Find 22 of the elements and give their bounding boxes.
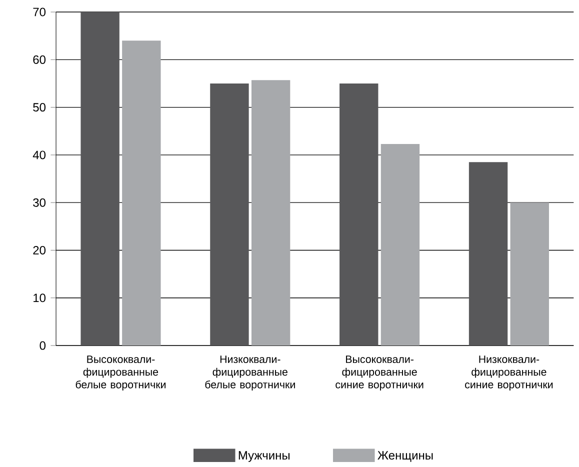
bar — [380, 144, 420, 346]
x-tick-label: Низкоквали-фицированные белые воротнички — [205, 356, 295, 391]
bar — [510, 202, 549, 346]
y-tick-label: 60 — [33, 56, 46, 64]
y-tick-label: 0 — [40, 341, 46, 350]
x-tick-label: Низкоквали-фицированные синие воротнички — [465, 356, 553, 391]
bar — [122, 40, 161, 346]
x-tick-label: Высококвали-фицированные синие воротнички — [336, 356, 424, 391]
y-tick-label: 20 — [33, 246, 46, 255]
bar — [251, 80, 290, 346]
y-tick-label: 40 — [32, 150, 46, 160]
y-tick-label: 50 — [33, 103, 46, 112]
y-tick-label: 70 — [33, 8, 46, 16]
bar — [340, 84, 378, 346]
y-tick-label: 30 — [33, 198, 46, 207]
legend-label: Мужчины — [238, 451, 290, 462]
bar — [80, 12, 120, 346]
x-tick-label: Высококвали-фицированные белые воротнички — [76, 356, 166, 391]
bar — [210, 84, 249, 346]
bar — [468, 162, 508, 346]
legend-label: Женщины — [378, 451, 433, 462]
y-tick-label: 10 — [34, 294, 46, 302]
